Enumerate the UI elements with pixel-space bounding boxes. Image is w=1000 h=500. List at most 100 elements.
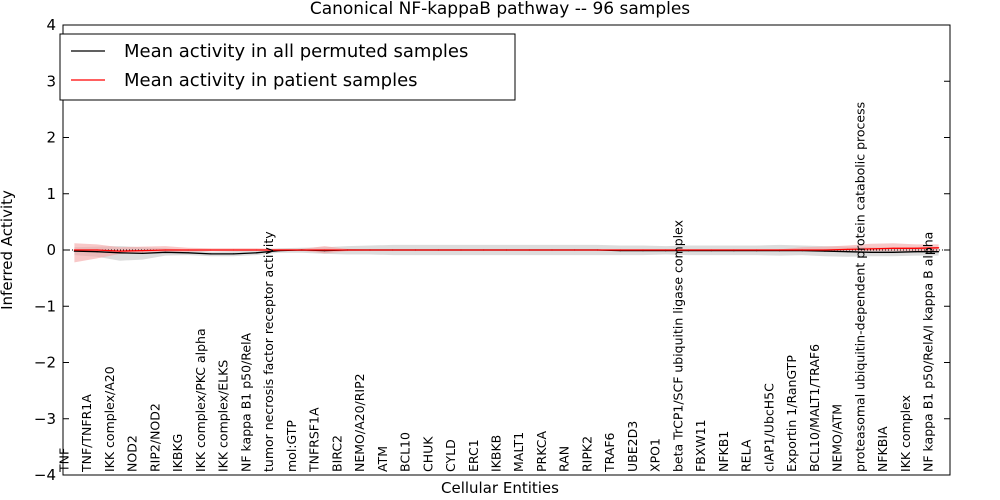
patient-point <box>892 247 894 249</box>
patient-point <box>665 249 667 251</box>
patient-point <box>869 248 872 250</box>
permuted-point <box>73 250 75 252</box>
x-tick-label: TNFRSF1A <box>307 407 322 473</box>
patient-point <box>915 247 917 249</box>
x-tick-label: CHUK <box>420 436 435 472</box>
x-tick-label: XPO1 <box>648 438 663 472</box>
x-tick-label: RAN <box>557 446 572 472</box>
x-axis-label: Cellular Entities <box>441 479 559 497</box>
patient-point <box>847 248 849 250</box>
y-tick-label: 1 <box>46 185 56 203</box>
patient-band <box>74 243 939 263</box>
x-tick-label: RIPK2 <box>580 436 595 472</box>
y-tick-label: 4 <box>46 16 56 34</box>
plot-area <box>63 243 950 263</box>
patient-point <box>574 249 576 251</box>
patient-point <box>756 249 758 251</box>
patient-point <box>551 249 553 251</box>
x-tick-label: BCL10/MALT1/TRAF6 <box>807 344 822 472</box>
x-tick-label: IKBKB <box>489 435 504 472</box>
x-tick-label: beta TrCP1/SCF ubiquitin ligase complex <box>670 220 685 472</box>
legend-box <box>59 33 516 101</box>
permuted-point <box>847 251 849 253</box>
x-tick-label: NFKBIA <box>875 426 890 472</box>
y-tick-label: −1 <box>34 297 56 315</box>
y-tick-label: 0 <box>46 241 56 259</box>
x-tick-label: UBE2D3 <box>625 421 640 472</box>
x-tick-label: RIP2/NOD2 <box>147 403 162 472</box>
x-tick-label: TNF <box>56 448 71 473</box>
x-tick-label: cIAP1/UbcH5C <box>761 383 776 472</box>
x-tick-label: NEMO/ATM <box>830 404 845 472</box>
permuted-point <box>892 251 894 253</box>
x-tick-label: TRAF6 <box>602 432 617 473</box>
x-tick-label: FBXW11 <box>693 419 708 472</box>
y-axis-label: Inferred Activity <box>0 190 16 310</box>
patient-point <box>301 249 303 251</box>
patient-point <box>346 249 348 251</box>
axis-ticks: −4 −3 −2 −1 0 1 2 3 4 TNF TNF/TNFR1A IKK complex/A2… <box>34 16 950 484</box>
permuted-point <box>938 251 940 253</box>
patient-point <box>778 249 781 251</box>
y-tick-label: −2 <box>34 354 56 372</box>
x-tick-label: BIRC2 <box>329 435 344 472</box>
permuted-point <box>233 253 235 255</box>
patient-point <box>210 249 212 251</box>
y-tick-label: 3 <box>46 72 56 90</box>
x-tick-label: PRKCA <box>534 431 549 472</box>
permuted-point <box>119 252 121 254</box>
permuted-point <box>255 252 257 254</box>
x-tick-label: IKK complex <box>898 395 913 472</box>
chart-title: Canonical NF-kappaB pathway -- 96 sample… <box>310 0 690 19</box>
permuted-point <box>210 253 212 255</box>
patient-point <box>619 249 621 251</box>
patient-point <box>187 249 189 251</box>
x-tick-label: NF kappa B1 p50/RelA <box>238 332 253 472</box>
patient-point <box>142 250 144 252</box>
patient-point <box>369 249 371 251</box>
patient-point <box>505 249 508 251</box>
patient-point <box>801 249 803 251</box>
y-tick-label: −3 <box>34 410 56 428</box>
patient-point <box>73 249 75 251</box>
legend-label-permuted: Mean activity in all permuted samples <box>124 41 468 62</box>
x-tick-label: CYLD <box>443 439 458 472</box>
patient-point <box>596 249 599 251</box>
patient-point <box>710 249 712 251</box>
x-tick-label: IKK complex/ELKS <box>216 360 231 472</box>
patient-point <box>437 249 439 251</box>
patient-point <box>642 249 644 251</box>
patient-point <box>824 249 826 251</box>
patient-point <box>255 249 257 251</box>
y-tick-label: −4 <box>34 466 56 484</box>
patient-point <box>687 249 690 251</box>
patient-point <box>164 249 166 251</box>
permuted-point <box>915 251 917 253</box>
patient-point <box>278 249 280 251</box>
x-tick-label: IKBKG <box>170 434 185 472</box>
permuted-point <box>164 251 166 253</box>
x-tick-label: tumor necrosis factor receptor activity <box>261 231 276 472</box>
permuted-point <box>142 252 144 254</box>
patient-point <box>733 249 735 251</box>
permuted-band <box>74 244 939 261</box>
legend: Mean activity in all permuted samples Me… <box>59 33 516 101</box>
permuted-point <box>96 251 98 253</box>
patient-point <box>96 249 98 251</box>
patient-point <box>483 249 485 251</box>
x-tick-label: Exportin 1/RanGTP <box>784 355 799 472</box>
x-tick-label: TNF/TNFR1A <box>79 394 94 473</box>
x-tick-label: NFKB1 <box>716 431 731 472</box>
patient-point <box>460 249 462 251</box>
x-tick-label: MALT1 <box>511 432 526 472</box>
y-tick-label: 2 <box>46 129 56 147</box>
x-tick-label: BCL10 <box>398 432 413 472</box>
permuted-point <box>824 250 826 252</box>
x-tick-label: NEMO/A20/RIP2 <box>352 373 367 472</box>
patient-point <box>414 249 417 251</box>
x-tick-label: proteasomal ubiquitin-dependent protein … <box>852 102 867 472</box>
patient-point <box>392 249 394 251</box>
x-tick-label: IKK complex/PKC alpha <box>193 328 208 472</box>
x-tick-label: NOD2 <box>125 435 140 472</box>
